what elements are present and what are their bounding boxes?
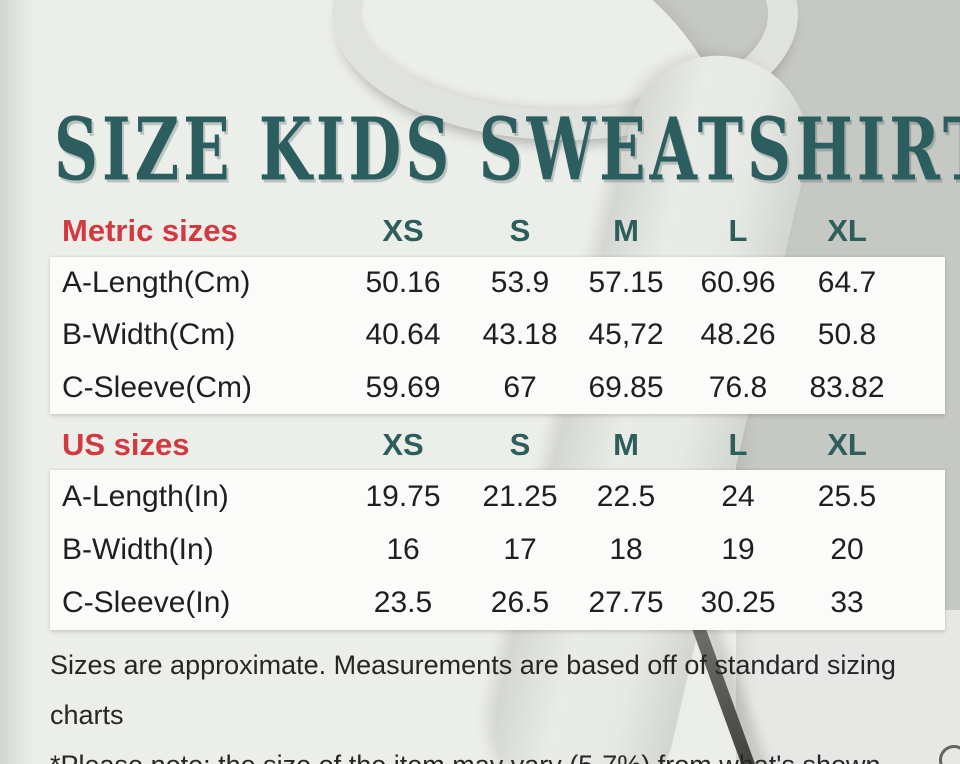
column-header-l: L (728, 213, 748, 248)
footer-notes: Sizes are approximate. Measurements are … (50, 640, 950, 764)
cell-value: 21.25 (482, 479, 558, 513)
table-row: A-Length(Cm) 50.16 53.9 57.15 60.96 64.7 (50, 257, 945, 309)
column-header-m: M (613, 427, 639, 462)
cell-value: 23.5 (373, 586, 433, 620)
us-sizes-table: A-Length(In) 19.75 21.25 22.5 24 25.5 B-… (50, 470, 945, 630)
cell-value: 50.16 (365, 266, 441, 300)
row-label: B-Width(In) (62, 532, 214, 566)
table-row: C-Sleeve(In) 23.5 26.5 27.75 30.25 33 (50, 577, 945, 629)
cell-value: 76.8 (708, 370, 768, 404)
cell-value: 19.75 (365, 479, 441, 513)
column-header-l: L (728, 427, 748, 462)
watermark-icon (939, 745, 960, 764)
note-variance: *Please note: the size of the item may v… (50, 740, 950, 764)
cell-value: 64.7 (817, 266, 877, 300)
cell-value: 53.9 (490, 266, 550, 300)
cell-value: 18 (609, 532, 643, 566)
column-header-m: M (613, 213, 639, 248)
background-shading (0, 0, 34, 764)
table-row: C-Sleeve(Cm) 59.69 67 69.85 76.8 83.82 (50, 362, 945, 414)
metric-sizes-header-row: Metric sizes XS S M L XL (50, 206, 945, 256)
table-row: B-Width(Cm) 40.64 43.18 45,72 48.26 50.8 (50, 309, 945, 361)
us-sizes-header-row: US sizes XS S M L XL (50, 420, 945, 470)
cell-value: 69.85 (588, 370, 664, 404)
column-header-xs: XS (382, 213, 424, 248)
cell-value: 57.15 (588, 266, 664, 300)
cell-value: 83.82 (809, 370, 885, 404)
row-label: C-Sleeve(Cm) (62, 370, 253, 404)
cell-value: 16 (386, 532, 420, 566)
column-header-xl: XL (827, 427, 867, 462)
cell-value: 45,72 (588, 318, 664, 352)
row-label: B-Width(Cm) (62, 318, 236, 352)
table-row: B-Width(In) 16 17 18 19 20 (50, 524, 945, 576)
column-header-s: S (509, 213, 531, 248)
section-label-metric: Metric sizes (62, 213, 238, 248)
row-label: A-Length(Cm) (62, 266, 251, 300)
cell-value: 25.5 (817, 479, 877, 513)
cell-value: 48.26 (700, 318, 776, 352)
cell-value: 59.69 (365, 370, 441, 404)
cell-value: 60.96 (700, 266, 776, 300)
cell-value: 22.5 (596, 479, 656, 513)
cell-value: 50.8 (817, 318, 877, 352)
column-header-xl: XL (827, 213, 867, 248)
cell-value: 30.25 (700, 586, 776, 620)
column-header-s: S (509, 427, 531, 462)
table-row: A-Length(In) 19.75 21.25 22.5 24 25.5 (50, 471, 945, 523)
cell-value: 24 (721, 479, 755, 513)
column-header-xs: XS (382, 427, 424, 462)
page-title: SIZE KIDS SWEATSHIRT (54, 100, 960, 201)
metric-sizes-table: A-Length(Cm) 50.16 53.9 57.15 60.96 64.7… (50, 257, 945, 414)
cell-value: 26.5 (490, 586, 550, 620)
row-label: A-Length(In) (62, 479, 229, 513)
cell-value: 33 (830, 586, 864, 620)
note-approximate: Sizes are approximate. Measurements are … (50, 650, 896, 730)
cell-value: 43.18 (482, 318, 558, 352)
cell-value: 27.75 (588, 586, 664, 620)
section-label-us: US sizes (62, 427, 190, 462)
row-label: C-Sleeve(In) (62, 586, 231, 620)
cell-value: 67 (503, 370, 537, 404)
cell-value: 20 (830, 532, 864, 566)
cell-value: 17 (503, 532, 537, 566)
cell-value: 19 (721, 532, 755, 566)
cell-value: 40.64 (365, 318, 441, 352)
